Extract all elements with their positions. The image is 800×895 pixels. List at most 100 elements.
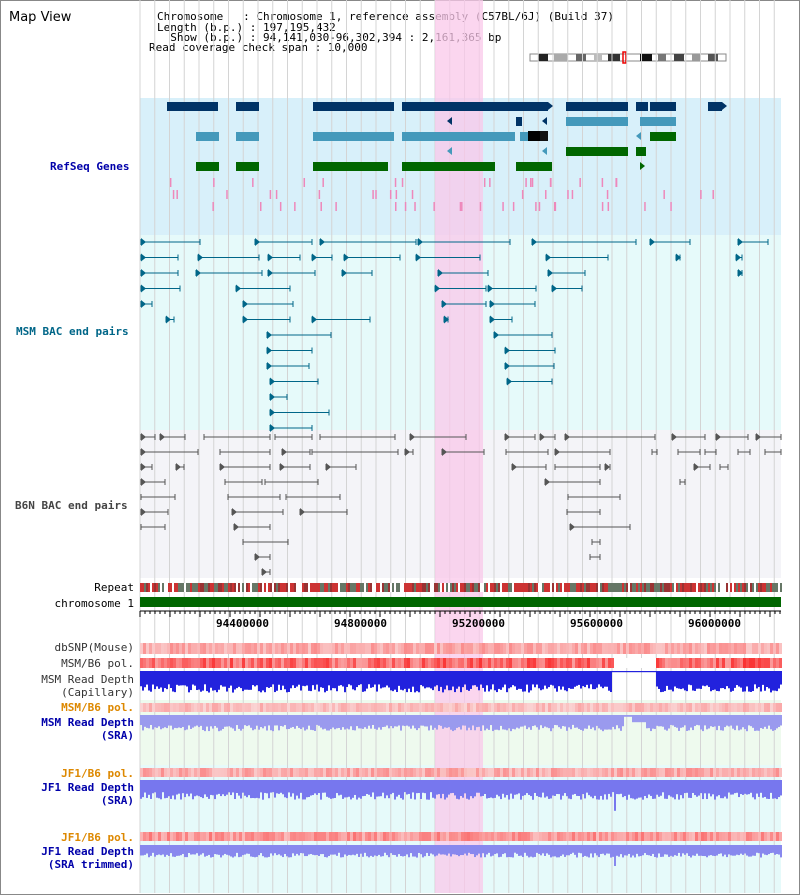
depth-bar	[550, 671, 552, 685]
depth-bar	[576, 715, 578, 728]
heat-cell	[584, 643, 587, 654]
heat-cell	[629, 658, 632, 668]
b6n-bac-label[interactable]: B6N BAC end pairs	[15, 499, 128, 512]
repeat-mark	[414, 583, 416, 592]
depth-bar	[204, 780, 206, 795]
heat-cell	[602, 643, 605, 654]
repeat-mark	[562, 583, 564, 592]
refseq-minor-tick	[545, 190, 547, 199]
depth-bar	[412, 715, 414, 726]
depth-bar	[156, 780, 158, 798]
depth-bar	[178, 715, 180, 728]
depth-bar	[528, 715, 530, 728]
heat-cell	[161, 643, 164, 654]
depth-bar	[728, 780, 730, 793]
repeat-mark	[696, 583, 698, 592]
depth-bar	[350, 715, 352, 727]
heat-cell	[632, 832, 635, 841]
depth-bar	[176, 671, 178, 685]
heat-cell	[188, 658, 191, 668]
bac-end-arrow	[570, 523, 575, 531]
repeat-mark	[750, 583, 752, 592]
gene-feature	[650, 132, 676, 141]
depth-bar	[658, 715, 660, 727]
depth-bar	[708, 715, 710, 729]
depth-bar	[366, 845, 368, 857]
repeat-mark	[752, 583, 754, 592]
depth-bar	[304, 671, 306, 687]
heat-cell	[551, 703, 554, 712]
refseq-minor-tick	[176, 190, 178, 199]
depth-bar	[440, 780, 442, 799]
heat-cell	[401, 703, 404, 712]
depth-bar	[392, 715, 394, 729]
heat-cell	[737, 832, 740, 841]
refseq-minor-tick	[414, 202, 416, 211]
depth-bar	[498, 780, 500, 797]
repeat-mark	[626, 583, 628, 592]
depth-bar	[460, 845, 462, 856]
depth-bar	[758, 671, 760, 687]
depth-bar	[344, 671, 346, 693]
depth-bar	[558, 845, 560, 858]
repeat-mark	[596, 583, 598, 592]
depth-bar	[714, 715, 716, 727]
heat-cell	[344, 832, 347, 841]
bac-end-arrow	[270, 424, 275, 432]
heat-cell	[353, 768, 356, 777]
heat-cell	[296, 832, 299, 841]
msm-bac-label[interactable]: MSM BAC end pairs	[16, 325, 129, 338]
heat-cell	[476, 768, 479, 777]
depth-bar	[664, 845, 666, 855]
chromosome-ideogram[interactable]	[528, 51, 730, 65]
heat-cell	[329, 832, 332, 841]
depth-bar	[434, 671, 436, 687]
depth-bar	[160, 715, 162, 730]
depth-bar	[780, 715, 782, 726]
heat-cell	[434, 658, 437, 668]
repeat-mark	[680, 583, 682, 592]
depth-bar	[626, 780, 628, 800]
depth-bar	[712, 715, 714, 727]
depth-bar	[484, 845, 486, 858]
depth-bar	[244, 671, 246, 690]
heat-cell	[347, 703, 350, 712]
depth-bar	[734, 845, 736, 856]
depth-bar	[406, 780, 408, 795]
heat-cell	[716, 832, 719, 841]
depth-bar	[414, 780, 416, 800]
heat-cell	[341, 832, 344, 841]
depth-bar	[552, 845, 554, 857]
depth-bar	[180, 845, 182, 856]
heat-cell	[530, 832, 533, 841]
heat-cell	[776, 832, 779, 841]
depth-bar	[372, 671, 374, 688]
heat-cell	[398, 703, 401, 712]
heat-cell	[314, 768, 317, 777]
heat-cell	[554, 643, 557, 654]
refseq-genes-label[interactable]: RefSeq Genes	[50, 160, 130, 173]
depth-bar	[746, 715, 748, 732]
heat-cell	[626, 658, 629, 668]
heat-cell	[554, 703, 557, 712]
heat-cell	[395, 658, 398, 668]
axis-tick-label: 94800000	[334, 617, 387, 630]
heat-cell	[470, 643, 473, 654]
heat-cell	[188, 768, 191, 777]
depth-bar	[300, 671, 302, 691]
heat-cell	[194, 768, 197, 777]
bac-end-arrow	[552, 284, 557, 293]
repeat-mark	[690, 583, 692, 592]
gene-arrow	[447, 117, 452, 125]
repeat-mark	[244, 583, 246, 592]
bac-end-arrow	[676, 253, 681, 262]
heat-cell	[272, 703, 275, 712]
heat-cell	[242, 832, 245, 841]
depth-bar	[728, 671, 730, 689]
depth-bar	[722, 715, 724, 731]
heat-cell	[326, 768, 329, 777]
heat-cell	[416, 703, 419, 712]
heat-cell	[701, 768, 704, 777]
heat-cell	[737, 643, 740, 654]
